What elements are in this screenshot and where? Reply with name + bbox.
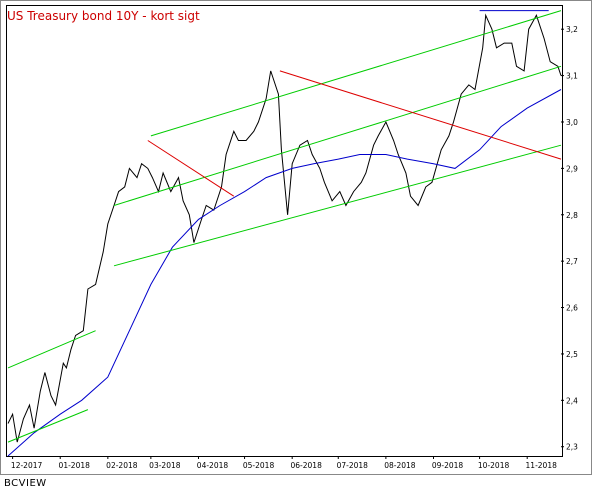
x-tick-label: 04-2018 bbox=[197, 461, 229, 470]
y-tick-label: 2,5 bbox=[566, 350, 578, 359]
y-tick-label: 3,0 bbox=[566, 118, 578, 127]
trend-up-line-5 bbox=[113, 144, 562, 267]
x-axis: 12-2017 01-2018 02-2018 03-2018 04-2018 05-20… bbox=[11, 456, 557, 470]
trend-down-line-6 bbox=[147, 140, 235, 197]
y-tick-label: 2,8 bbox=[566, 211, 578, 220]
x-tick-label: 10-2018 bbox=[478, 461, 510, 470]
y-tick-label: 3,1 bbox=[566, 72, 578, 81]
y-axis: 2,3 2,4 2,5 2,6 2,7 2,8 2,9 3,0 3,1 3,2 bbox=[561, 25, 578, 452]
trendline-layer bbox=[7, 10, 562, 443]
x-tick-label: 08-2018 bbox=[384, 461, 416, 470]
y-tick-label: 2,4 bbox=[566, 396, 578, 405]
trend-up-line-3 bbox=[150, 10, 562, 137]
plot-area bbox=[6, 5, 563, 457]
x-tick-label: 05-2018 bbox=[243, 461, 275, 470]
moving-average-line bbox=[7, 89, 562, 457]
trend-up-line-1 bbox=[7, 409, 89, 443]
price-line bbox=[7, 13, 562, 443]
x-tick-label: 07-2018 bbox=[337, 461, 369, 470]
x-tick-label: 06-2018 bbox=[291, 461, 323, 470]
trend-up-line-2 bbox=[7, 330, 96, 369]
trend-down-line-7 bbox=[279, 70, 562, 160]
y-tick-label: 2,9 bbox=[566, 164, 578, 173]
x-tick-label: 01-2018 bbox=[59, 461, 91, 470]
x-tick-label: 11-2018 bbox=[526, 461, 558, 470]
x-tick-label: 09-2018 bbox=[432, 461, 464, 470]
series-layer bbox=[7, 13, 562, 457]
y-tick-label: 2,3 bbox=[566, 443, 578, 452]
y-tick-label: 3,2 bbox=[566, 25, 578, 34]
chart-title: US Treasury bond 10Y - kort sigt bbox=[7, 9, 200, 23]
source-label: BCVIEW bbox=[4, 478, 47, 489]
x-tick-label: 12-2017 bbox=[11, 461, 43, 470]
x-tick-label: 03-2018 bbox=[149, 461, 181, 470]
y-tick-label: 2,7 bbox=[566, 257, 578, 266]
x-tick-label: 02-2018 bbox=[106, 461, 138, 470]
trend-up-line-4 bbox=[113, 65, 562, 206]
y-tick-label: 2,6 bbox=[566, 304, 578, 313]
